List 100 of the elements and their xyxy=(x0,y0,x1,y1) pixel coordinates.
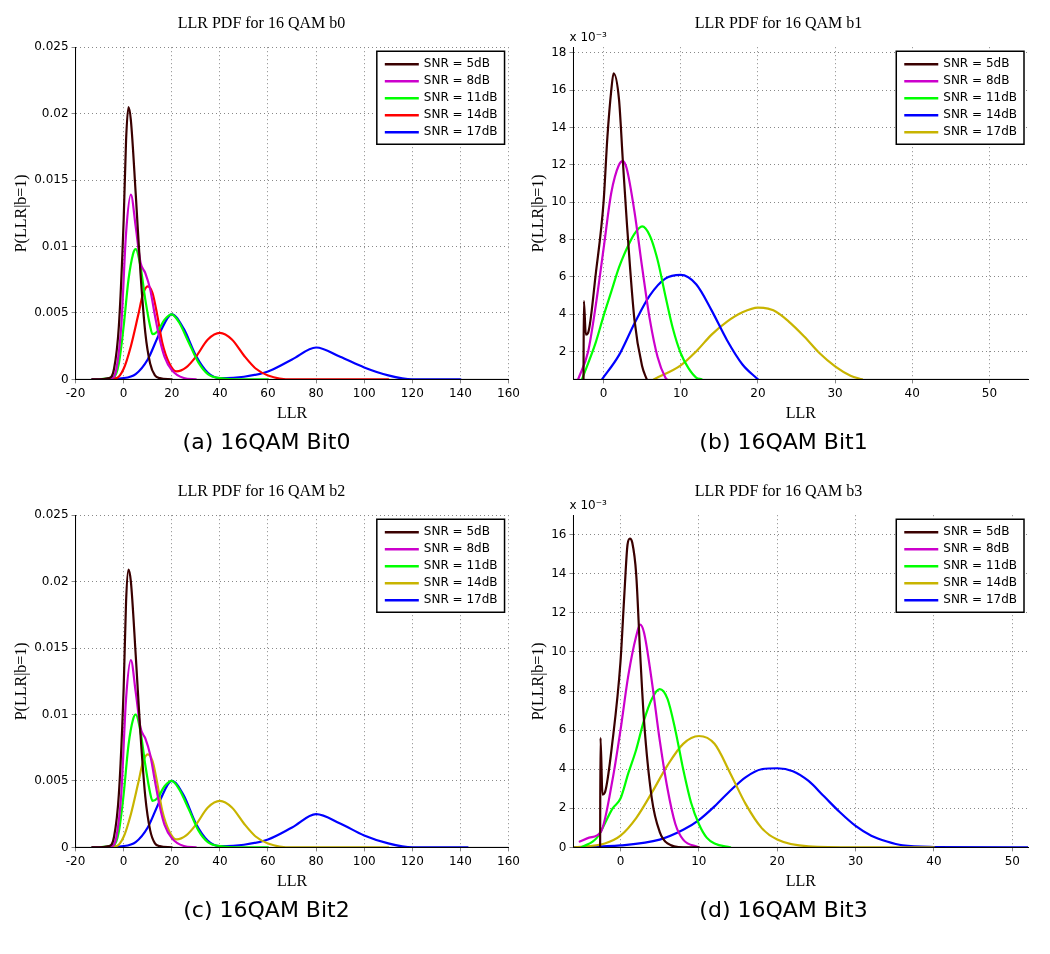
legend-label: SNR = 14dB xyxy=(943,575,1017,590)
x-tick-label: 40 xyxy=(212,853,228,868)
legend-label: SNR = 17dB xyxy=(943,124,1017,139)
legend-label: SNR = 17dB xyxy=(423,124,498,139)
y-tick-label: 16 xyxy=(551,82,567,97)
x-tick-label: 80 xyxy=(308,385,324,400)
x-axis-title: LLR xyxy=(785,403,817,421)
x-tick-label: 10 xyxy=(691,853,707,868)
x-tick-label: 20 xyxy=(164,853,180,868)
x-tick-label: 140 xyxy=(448,853,472,868)
legend-label: SNR = 11dB xyxy=(423,90,498,105)
x-tick-label: -20 xyxy=(65,385,86,400)
text: x 10⁻³ xyxy=(569,498,607,513)
x-tick-label: 60 xyxy=(260,853,276,868)
x-tick-label: 0 xyxy=(599,385,608,400)
x-tick-label: 50 xyxy=(1004,853,1020,868)
y-tick-label: 0 xyxy=(60,839,69,854)
legend-label: SNR = 17dB xyxy=(423,592,498,607)
x-tick-label: 40 xyxy=(926,853,942,868)
y-tick-label: 0.015 xyxy=(34,172,69,187)
legend-label: SNR = 5dB xyxy=(423,524,490,539)
x-tick-label: 100 xyxy=(352,385,376,400)
text: (b) 16QAM Bit1 xyxy=(698,429,869,454)
line-series xyxy=(652,306,864,380)
x-axis-title: LLR xyxy=(276,871,308,889)
x-tick-label: 0 xyxy=(616,853,625,868)
y-tick-label: 0 xyxy=(558,839,567,854)
y-tick-label: 8 xyxy=(558,683,567,698)
y-tick-label: 0.025 xyxy=(34,39,69,54)
y-tick-label: 2 xyxy=(558,800,567,815)
x-tick-label: 100 xyxy=(352,853,376,868)
legend-label: SNR = 14dB xyxy=(423,575,498,590)
x-tick-label: 160 xyxy=(497,853,520,868)
legend-label: SNR = 11dB xyxy=(943,558,1017,573)
x-tick-label: 160 xyxy=(497,385,520,400)
y-axis-title: P(LLR|b=1) xyxy=(11,174,30,253)
y-axis-title: P(LLR|b=1) xyxy=(528,642,547,721)
chart-title: LLR PDF for 16 QAM b3 xyxy=(694,481,863,499)
y-tick-label: 8 xyxy=(558,231,567,246)
legend-label: SNR = 8dB xyxy=(423,541,490,556)
y-tick-label: 0.02 xyxy=(41,573,69,588)
x-tick-label: 30 xyxy=(827,385,843,400)
legend-label: SNR = 17dB xyxy=(943,592,1017,607)
x-tick-label: 0 xyxy=(119,385,128,400)
legend-label: SNR = 14dB xyxy=(943,107,1017,122)
legend-label: SNR = 14dB xyxy=(423,107,498,122)
line-series xyxy=(582,72,648,380)
x-tick-label: 50 xyxy=(981,385,998,400)
legend-label: SNR = 11dB xyxy=(423,558,498,573)
y-tick-label: 12 xyxy=(551,156,567,171)
line-series xyxy=(580,688,732,848)
text: (d) 16QAM Bit3 xyxy=(698,897,869,922)
y-tick-label: 10 xyxy=(551,644,567,659)
y-tick-label: 4 xyxy=(558,761,567,776)
line-series xyxy=(599,537,700,848)
x-tick-label: 20 xyxy=(164,385,180,400)
y-tick-label: 4 xyxy=(558,306,567,321)
y-tick-label: 18 xyxy=(551,44,567,59)
y-axis-title: P(LLR|b=1) xyxy=(528,174,547,253)
x-tick-label: 20 xyxy=(769,853,785,868)
x-tick-label: 120 xyxy=(400,853,424,868)
y-tick-label: 0.015 xyxy=(34,640,69,655)
legend-label: SNR = 8dB xyxy=(943,541,1010,556)
y-tick-label: 2 xyxy=(558,343,567,358)
x-tick-label: 10 xyxy=(673,385,689,400)
y-tick-label: 0.025 xyxy=(34,507,69,522)
line-series xyxy=(600,273,760,380)
x-axis-title: LLR xyxy=(276,403,308,421)
chart-title: LLR PDF for 16 QAM b2 xyxy=(177,481,346,499)
x-tick-label: 60 xyxy=(260,385,276,400)
text: (c) 16QAM Bit2 xyxy=(182,897,351,922)
x-tick-label: 30 xyxy=(847,853,864,868)
legend-label: SNR = 5dB xyxy=(943,56,1010,71)
x-tick-label: 80 xyxy=(308,853,324,868)
y-tick-label: 10 xyxy=(551,194,567,209)
x-tick-label: 0 xyxy=(119,853,128,868)
y-tick-label: 0.01 xyxy=(41,706,69,721)
x-tick-label: 120 xyxy=(400,385,424,400)
y-tick-label: 0.02 xyxy=(41,105,69,120)
x-tick-label: 20 xyxy=(750,385,766,400)
y-tick-label: 6 xyxy=(558,722,567,737)
legend-label: SNR = 5dB xyxy=(943,524,1010,539)
y-tick-label: 0.005 xyxy=(34,773,69,788)
line-series xyxy=(577,159,668,380)
text: x 10⁻³ xyxy=(569,30,607,45)
x-tick-label: 40 xyxy=(904,385,920,400)
y-tick-label: 0 xyxy=(60,371,69,386)
y-tick-label: 6 xyxy=(558,268,567,283)
x-tick-label: 40 xyxy=(212,385,228,400)
line-series xyxy=(91,105,173,380)
chart-title: LLR PDF for 16 QAM b0 xyxy=(177,13,346,31)
legend-label: SNR = 5dB xyxy=(423,56,490,71)
legend-label: SNR = 11dB xyxy=(943,90,1017,105)
line-series xyxy=(91,568,173,848)
x-tick-label: -20 xyxy=(65,853,86,868)
legend-label: SNR = 8dB xyxy=(423,73,490,88)
legend-label: SNR = 8dB xyxy=(943,73,1010,88)
x-tick-label: 140 xyxy=(448,385,472,400)
text: (a) 16QAM Bit0 xyxy=(181,429,352,454)
y-tick-label: 16 xyxy=(551,526,567,541)
